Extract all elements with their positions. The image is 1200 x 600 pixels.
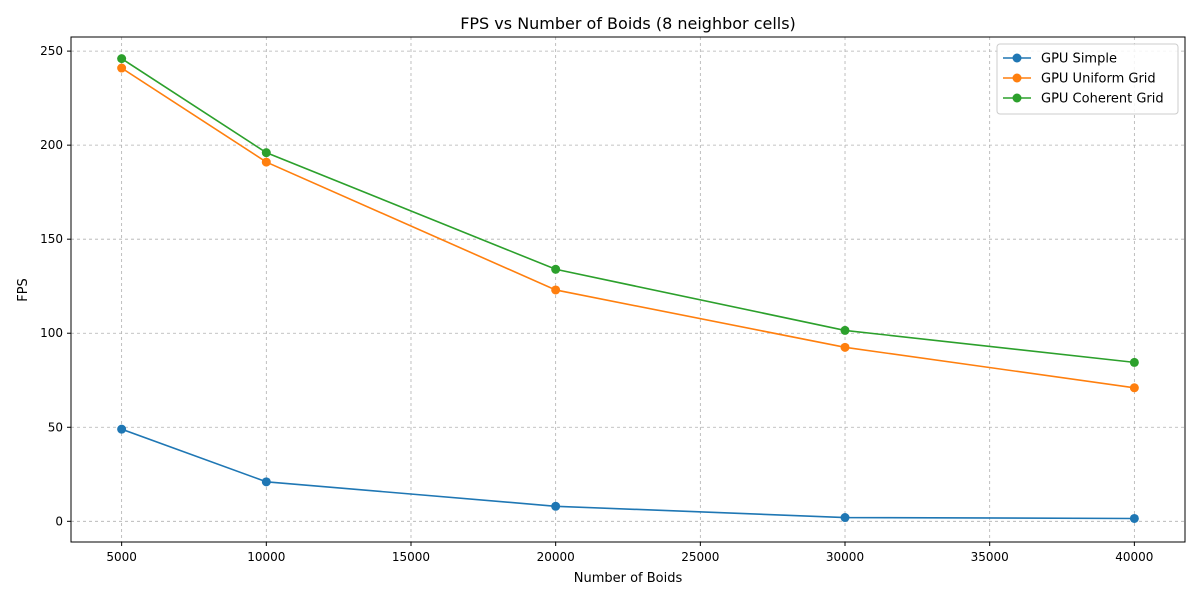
legend-box xyxy=(996,43,1179,115)
series-line-gpu-coherent-grid xyxy=(121,57,1135,364)
x-tick-label: 40000 xyxy=(1115,550,1153,564)
y-tick-label: 250 xyxy=(40,44,63,58)
data-point-gpu-coherent-grid xyxy=(551,264,561,274)
x-tick-label: 30000 xyxy=(826,550,864,564)
series-gpu-simple xyxy=(117,424,1139,523)
x-tick-label: 20000 xyxy=(537,550,575,564)
data-point-gpu-simple xyxy=(1129,513,1139,523)
series-line-gpu-uniform-grid xyxy=(121,67,1135,389)
x-tick-label: 25000 xyxy=(681,550,719,564)
legend-label: GPU Coherent Grid xyxy=(1041,92,1164,107)
x-tick-label: 5000 xyxy=(106,550,137,564)
x-tick-label: 15000 xyxy=(392,550,430,564)
legend-item: GPU Uniform Grid xyxy=(1003,72,1156,87)
chart-title: FPS vs Number of Boids (8 neighbor cells… xyxy=(460,14,796,33)
legend-marker xyxy=(1012,93,1022,103)
data-point-gpu-coherent-grid xyxy=(261,148,271,158)
data-point-gpu-uniform-grid xyxy=(551,285,561,295)
data-point-gpu-coherent-grid xyxy=(1129,357,1139,367)
y-tick-label: 150 xyxy=(40,232,63,246)
data-point-gpu-uniform-grid xyxy=(1129,383,1139,393)
legend-label: GPU Uniform Grid xyxy=(1041,72,1156,87)
grid-lines xyxy=(71,37,1185,542)
data-point-gpu-coherent-grid xyxy=(117,54,127,64)
legend-marker xyxy=(1012,53,1022,63)
y-tick-label: 100 xyxy=(40,326,63,340)
series-gpu-coherent-grid xyxy=(117,54,1139,367)
series-gpu-uniform-grid xyxy=(117,63,1139,393)
y-tick-label: 50 xyxy=(48,420,63,434)
data-point-gpu-simple xyxy=(261,477,271,487)
y-tick-label: 0 xyxy=(55,514,63,528)
y-axis-label: FPS xyxy=(16,278,31,302)
legend-label: GPU Simple xyxy=(1041,52,1117,67)
x-tick-label: 10000 xyxy=(247,550,285,564)
legend-marker xyxy=(1012,73,1022,83)
data-point-gpu-coherent-grid xyxy=(840,325,850,335)
data-point-gpu-simple xyxy=(840,513,850,523)
data-point-gpu-simple xyxy=(551,501,561,511)
legend-item: GPU Simple xyxy=(1003,52,1117,67)
data-point-gpu-uniform-grid xyxy=(840,342,850,352)
data-point-gpu-simple xyxy=(117,424,127,434)
series-layer xyxy=(117,54,1139,523)
plot-area-frame xyxy=(70,36,1186,543)
legend: GPU Simple GPU Uniform Grid GPU Coherent G… xyxy=(996,43,1179,115)
series-line-gpu-simple xyxy=(121,428,1135,520)
legend-item: GPU Coherent Grid xyxy=(1003,92,1164,107)
x-tick-label: 35000 xyxy=(971,550,1009,564)
x-axis-label: Number of Boids xyxy=(574,571,683,586)
x-axis-ticks: 5000 10000 15000 20000 25000 30000 35000 40000 xyxy=(106,542,1153,564)
data-point-gpu-uniform-grid xyxy=(261,157,271,167)
y-tick-label: 200 xyxy=(40,138,63,152)
data-point-gpu-uniform-grid xyxy=(117,63,127,73)
y-axis-ticks: 0 50 100 150 200 250 xyxy=(40,44,71,528)
